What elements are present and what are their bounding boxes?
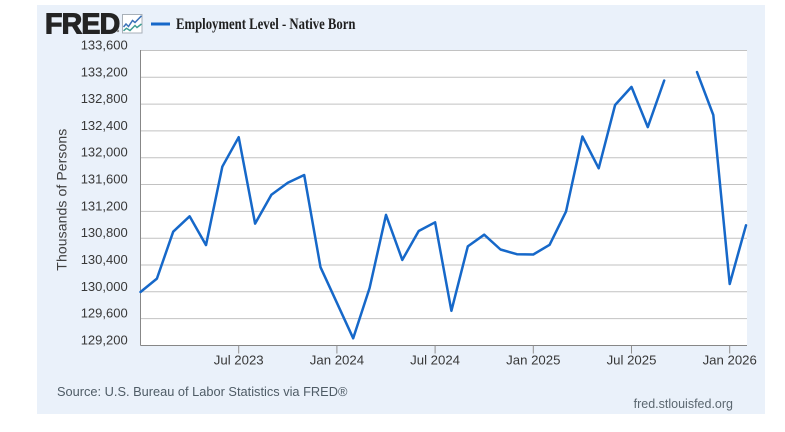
svg-text:133,600: 133,600 xyxy=(81,38,128,53)
svg-text:Jan 2025: Jan 2025 xyxy=(506,353,560,368)
svg-text:fred.stlouisfed.org: fred.stlouisfed.org xyxy=(634,397,733,411)
svg-text:Jan 2024: Jan 2024 xyxy=(310,353,364,368)
svg-text:132,800: 132,800 xyxy=(81,91,128,106)
svg-text:130,800: 130,800 xyxy=(81,225,128,240)
svg-text:Jan 2026: Jan 2026 xyxy=(703,353,757,368)
svg-text:Jul 2024: Jul 2024 xyxy=(410,353,460,368)
svg-text:130,000: 130,000 xyxy=(81,279,128,294)
svg-text:Employment Level - Native Born: Employment Level - Native Born xyxy=(176,16,356,33)
svg-text:Jul 2023: Jul 2023 xyxy=(214,353,264,368)
svg-text:129,200: 129,200 xyxy=(81,333,128,348)
svg-text:131,600: 131,600 xyxy=(81,172,128,187)
svg-text:Jul 2025: Jul 2025 xyxy=(607,353,657,368)
svg-text:132,000: 132,000 xyxy=(81,145,128,160)
svg-text:130,400: 130,400 xyxy=(81,252,128,267)
svg-text:131,200: 131,200 xyxy=(81,198,128,213)
svg-text:133,200: 133,200 xyxy=(81,64,128,79)
svg-text:132,400: 132,400 xyxy=(81,118,128,133)
svg-text:FRED: FRED xyxy=(45,9,120,41)
svg-text:129,600: 129,600 xyxy=(81,306,128,321)
svg-text:Source: U.S. Bureau of Labor S: Source: U.S. Bureau of Labor Statistics … xyxy=(57,384,348,399)
svg-text:Thousands of Persons: Thousands of Persons xyxy=(54,129,70,271)
